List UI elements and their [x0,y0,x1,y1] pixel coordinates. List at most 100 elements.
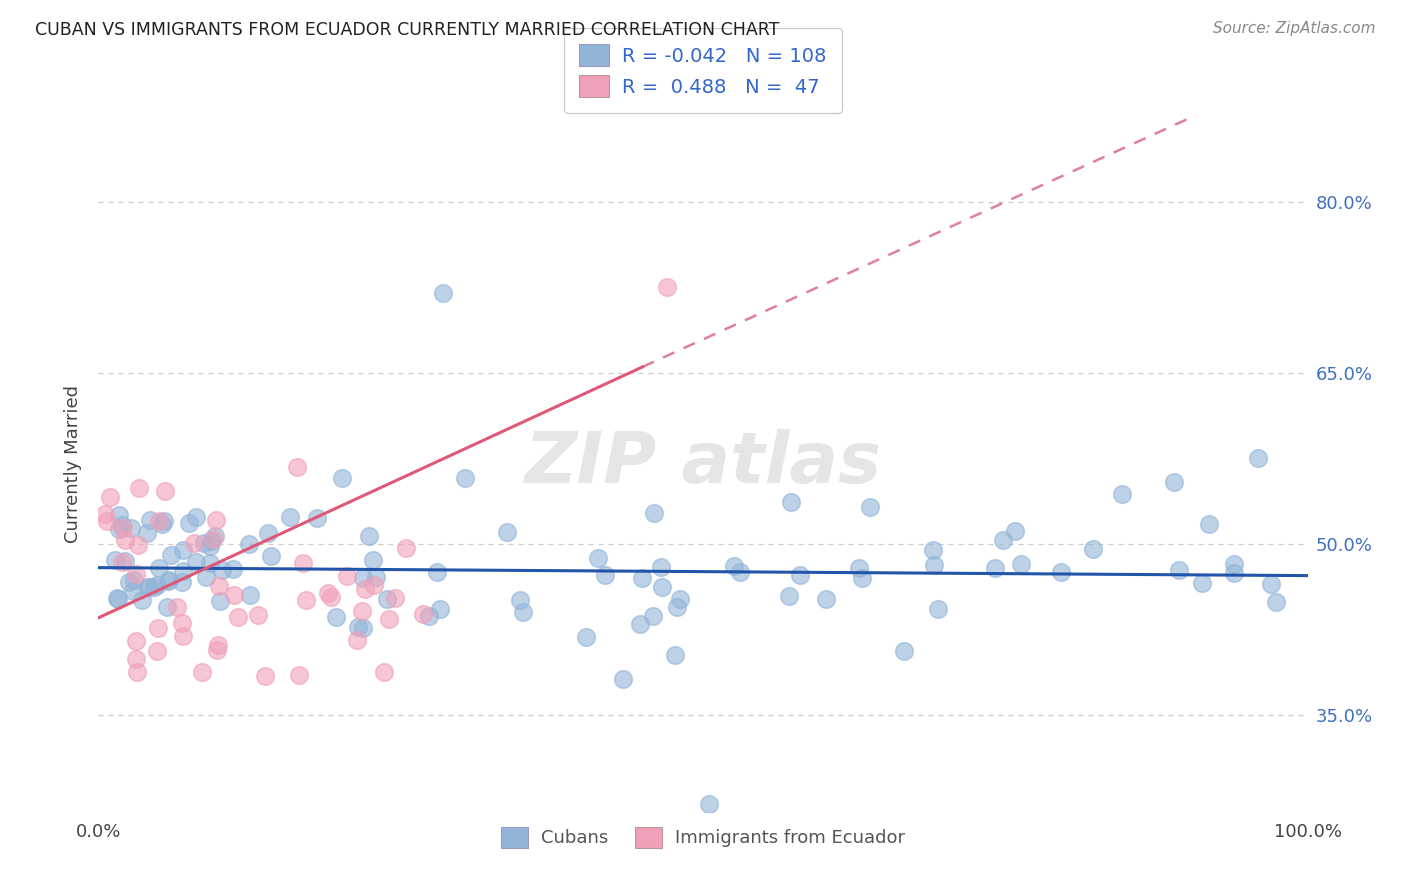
Point [1010,558,1032,572]
Point [346,632,368,647]
Point [789,567,811,582]
Point [650,560,672,574]
Point [593,568,616,582]
Point [131,592,153,607]
Point [127,538,149,552]
Point [125,652,148,666]
Point [628,616,651,631]
Point [292,556,315,570]
Point [664,648,686,662]
Point [495,525,517,540]
Point [114,554,136,568]
Point [142,580,165,594]
Point [922,542,945,557]
Point [205,513,228,527]
Point [120,521,142,535]
Point [330,471,353,485]
Point [201,533,224,547]
Point [146,644,169,658]
Point [208,579,231,593]
Point [432,285,454,300]
Point [200,534,222,549]
Point [697,797,720,811]
Point [104,552,127,566]
Point [257,525,280,540]
Point [172,629,194,643]
Point [924,558,946,572]
Point [98,490,121,504]
Point [778,590,800,604]
Point [108,508,131,523]
Point [307,511,329,525]
Point [412,607,434,621]
Point [111,518,134,533]
Legend: Cubans, Immigrants from Ecuador: Cubans, Immigrants from Ecuador [494,820,912,855]
Point [114,533,136,548]
Point [122,574,145,588]
Point [641,609,664,624]
Point [1050,565,1073,579]
Point [222,562,245,576]
Point [586,551,609,566]
Point [1081,542,1104,557]
Point [1223,566,1246,580]
Point [200,539,222,553]
Text: CUBAN VS IMMIGRANTS FROM ECUADOR CURRENTLY MARRIED CORRELATION CHART: CUBAN VS IMMIGRANTS FROM ECUADOR CURRENT… [35,21,779,38]
Point [156,574,179,589]
Point [509,593,531,607]
Point [575,630,598,644]
Point [128,481,150,495]
Point [107,592,129,607]
Point [238,537,260,551]
Point [655,280,678,294]
Point [612,673,634,687]
Point [285,459,308,474]
Point [361,553,384,567]
Point [148,561,170,575]
Point [93,507,115,521]
Point [728,565,751,579]
Point [1198,516,1220,531]
Point [395,541,418,556]
Point [172,543,194,558]
Point [375,592,398,607]
Point [378,612,401,626]
Point [1260,577,1282,591]
Point [1247,451,1270,466]
Text: ZIP atlas: ZIP atlas [524,429,882,499]
Point [159,548,181,562]
Point [630,571,652,585]
Y-axis label: Currently Married: Currently Married [63,384,82,543]
Point [184,510,207,524]
Text: Source: ZipAtlas.com: Source: ZipAtlas.com [1212,21,1375,36]
Point [127,665,149,680]
Point [166,600,188,615]
Point [125,566,148,581]
Point [815,592,838,607]
Point [204,529,226,543]
Point [170,615,193,630]
Point [139,513,162,527]
Point [253,669,276,683]
Point [156,600,179,615]
Point [893,644,915,658]
Point [1191,576,1213,591]
Point [205,642,228,657]
Point [190,665,212,679]
Point [418,608,440,623]
Point [239,588,262,602]
Point [454,471,477,485]
Point [512,605,534,619]
Point [177,516,200,531]
Point [352,604,374,618]
Point [96,514,118,528]
Point [211,563,233,577]
Point [984,561,1007,575]
Point [122,583,145,598]
Point [859,500,882,514]
Point [364,570,387,584]
Point [146,578,169,592]
Point [668,592,690,607]
Point [111,555,134,569]
Point [247,607,270,622]
